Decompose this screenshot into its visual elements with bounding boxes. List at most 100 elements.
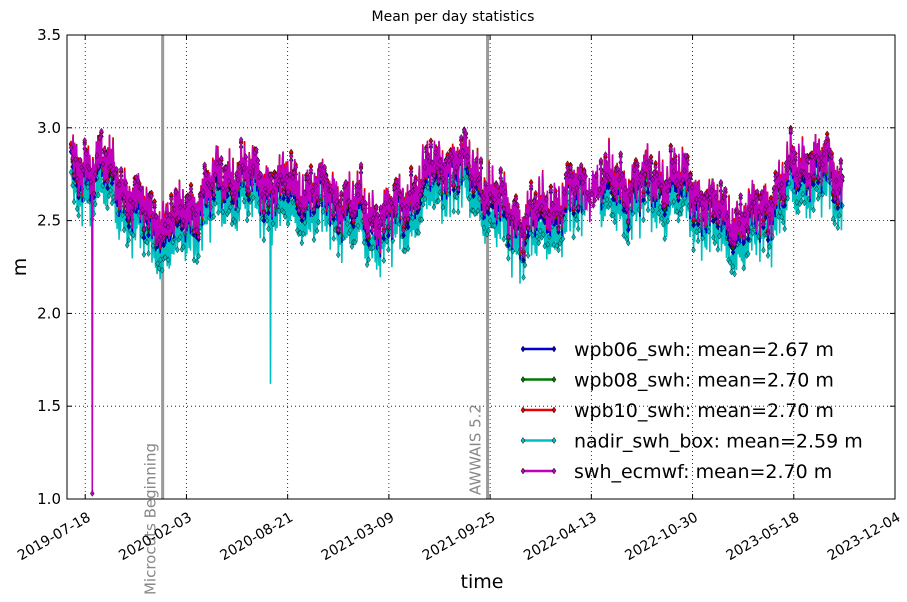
series-marker [386, 246, 391, 254]
event-label: Microcuts Beginning [142, 443, 160, 595]
series-marker [410, 214, 415, 222]
series-marker [776, 213, 781, 220]
series-marker [416, 229, 421, 237]
series-marker [711, 234, 716, 241]
series-marker [780, 218, 786, 226]
series-marker [814, 185, 819, 193]
series-marker [765, 252, 771, 259]
series-marker [159, 266, 165, 274]
series-marker [146, 250, 151, 257]
series-marker [679, 206, 684, 214]
series-marker [364, 261, 370, 269]
series-marker [729, 268, 734, 276]
series-marker [607, 200, 613, 208]
series-marker [832, 220, 838, 227]
series-marker [276, 207, 282, 215]
x-tick-label: 2023-12-04 [825, 509, 904, 564]
series-marker [799, 197, 804, 205]
series-marker [732, 270, 737, 278]
series-marker [266, 225, 271, 233]
legend-marker [520, 345, 526, 353]
series-marker [431, 203, 437, 211]
series-marker [105, 204, 110, 212]
legend-marker [520, 467, 526, 475]
series-marker [178, 233, 183, 241]
series-marker [76, 212, 81, 219]
legend: wpb06_swh: mean=2.67 m wpb08_swh: mean=2.… [520, 339, 863, 483]
series-marker [425, 184, 431, 191]
legend-marker [551, 376, 557, 383]
series-marker [761, 246, 766, 254]
series-marker [320, 208, 326, 215]
series-marker [536, 239, 541, 247]
series-marker [345, 220, 350, 228]
series-marker [131, 231, 136, 239]
series-marker [554, 242, 560, 250]
series-marker [706, 228, 711, 235]
series-marker [105, 184, 110, 192]
series-marker [366, 256, 371, 264]
y-tick-label: 2.5 [37, 212, 61, 230]
legend-marker [551, 345, 557, 353]
series-marker [71, 198, 77, 206]
series-marker [612, 218, 617, 226]
series-marker [487, 217, 493, 224]
series-marker [85, 183, 90, 191]
series-marker [472, 210, 478, 218]
series-marker [74, 205, 80, 213]
series-marker [660, 220, 666, 228]
series-marker [241, 197, 247, 205]
series-marker [481, 224, 487, 232]
series-marker [486, 227, 491, 235]
x-tick-label: 2022-04-13 [521, 510, 599, 565]
series-marker [645, 206, 651, 214]
series-marker [604, 196, 610, 203]
event-label: AWWAIS 5.2 [467, 404, 485, 495]
series-marker [422, 195, 428, 203]
legend-marker [520, 437, 526, 444]
series-marker [126, 236, 131, 244]
series-marker [419, 216, 425, 224]
series-marker [235, 206, 241, 214]
series-marker [621, 232, 626, 239]
series-marker [800, 190, 806, 198]
series-marker [270, 220, 276, 228]
series-marker [712, 239, 718, 247]
series-marker [626, 239, 631, 247]
series-marker [124, 241, 130, 249]
series-marker [361, 239, 367, 246]
series-marker [659, 215, 664, 223]
series-group [68, 124, 845, 497]
series-marker [782, 225, 787, 233]
series-marker [831, 215, 836, 223]
series-marker [408, 168, 414, 176]
series-marker [68, 168, 74, 176]
series-marker [93, 200, 98, 208]
series-marker [537, 227, 543, 235]
series-marker [717, 232, 722, 240]
x-tick-label: 2019-07-18 [15, 510, 93, 565]
series-marker [506, 254, 511, 262]
y-tick-label: 2.0 [37, 304, 61, 322]
y-tick-label: 3.0 [37, 119, 61, 137]
legend-label: wpb10_swh: mean=2.70 m [574, 400, 834, 422]
series-marker [301, 230, 306, 238]
series-marker [384, 238, 390, 245]
series-marker [811, 206, 816, 214]
series-marker [402, 247, 408, 255]
series-marker [355, 222, 361, 230]
series-marker [796, 208, 801, 216]
series-marker [560, 235, 566, 243]
series-marker [779, 213, 784, 221]
series-marker [530, 231, 535, 239]
series-marker [750, 229, 756, 237]
chart-title: Mean per day statistics [372, 9, 535, 25]
series-marker [281, 209, 286, 216]
series-marker [196, 252, 201, 260]
series-marker [96, 191, 101, 199]
x-tick-label: 2021-09-25 [420, 510, 498, 565]
series-marker [352, 238, 358, 246]
series-marker [181, 243, 186, 251]
series-marker [691, 246, 696, 254]
series-marker [680, 200, 686, 208]
